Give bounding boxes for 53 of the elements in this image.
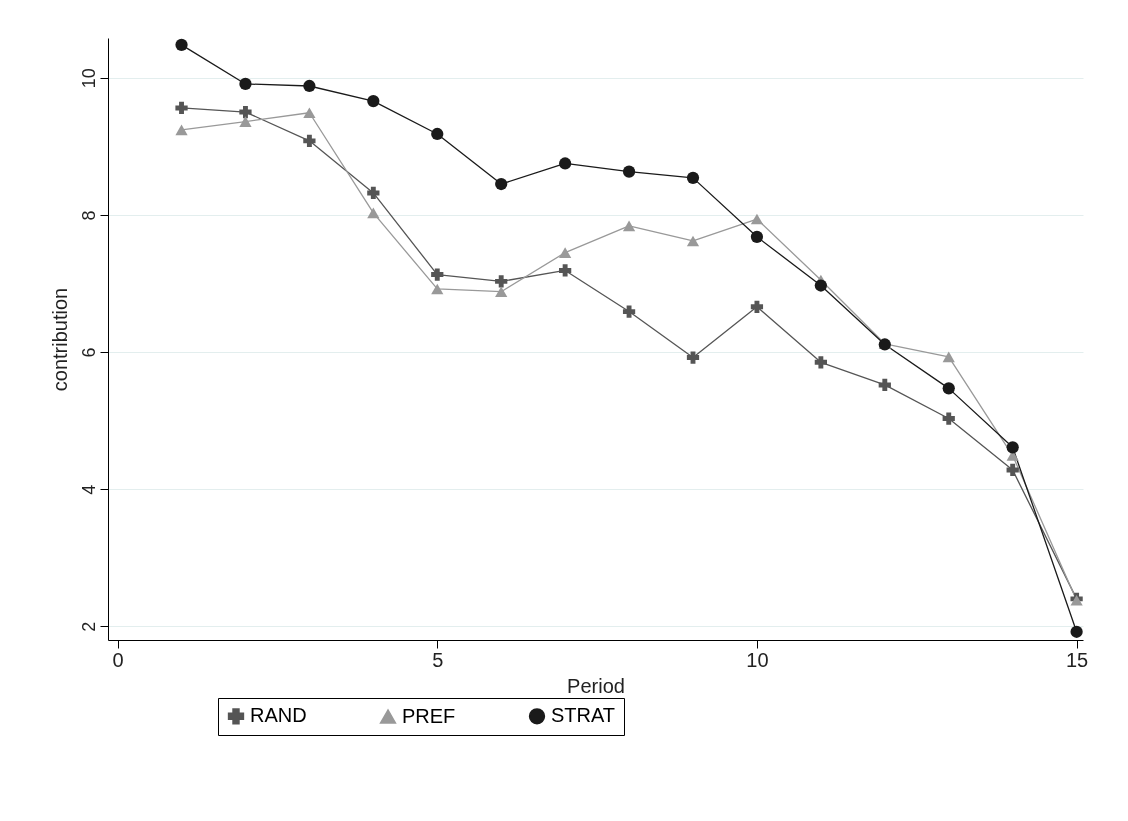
point — [175, 101, 188, 115]
point — [814, 279, 827, 292]
point — [239, 77, 252, 91]
y-tick-label: 2 — [78, 621, 99, 632]
y-tick-label: 6 — [78, 347, 99, 358]
point — [942, 412, 955, 425]
point — [1006, 463, 1019, 477]
point — [431, 283, 444, 295]
point — [1006, 441, 1019, 454]
point — [303, 107, 316, 119]
point — [814, 356, 827, 369]
point — [239, 116, 252, 127]
x-tick-label: 0 — [112, 648, 124, 671]
legend-label: RAND — [250, 704, 307, 727]
point — [559, 264, 572, 277]
point — [239, 105, 252, 119]
point — [559, 247, 572, 258]
point — [942, 382, 955, 395]
y-tick-label: 4 — [78, 484, 99, 495]
point — [303, 134, 316, 147]
point — [750, 300, 764, 313]
y-tick-label: 10 — [78, 68, 99, 89]
point — [367, 186, 380, 200]
point — [175, 38, 188, 51]
point — [1070, 625, 1083, 638]
point — [942, 351, 955, 363]
point — [686, 235, 700, 247]
point — [686, 351, 700, 364]
point — [303, 79, 316, 93]
point — [750, 213, 764, 225]
point — [495, 177, 508, 191]
x-tick-label: 15 — [1065, 648, 1089, 671]
x-tick-label: 10 — [746, 648, 769, 671]
point — [495, 275, 508, 288]
point — [622, 165, 636, 178]
point — [431, 127, 444, 141]
x-axis-title: Period — [567, 674, 625, 697]
point — [431, 268, 444, 281]
y-tick-label: 8 — [78, 210, 99, 221]
legend-label: STRAT — [551, 704, 616, 727]
point — [878, 378, 891, 392]
point — [367, 207, 380, 219]
y-axis-title: contribution — [48, 287, 71, 392]
point — [622, 220, 636, 232]
point — [622, 305, 636, 318]
point — [495, 286, 508, 297]
point — [686, 171, 700, 184]
x-tick-label: 5 — [432, 648, 444, 671]
point — [750, 230, 764, 243]
legend-label: PREF — [402, 704, 456, 727]
point — [367, 94, 380, 108]
point — [559, 157, 572, 170]
point — [175, 124, 188, 136]
